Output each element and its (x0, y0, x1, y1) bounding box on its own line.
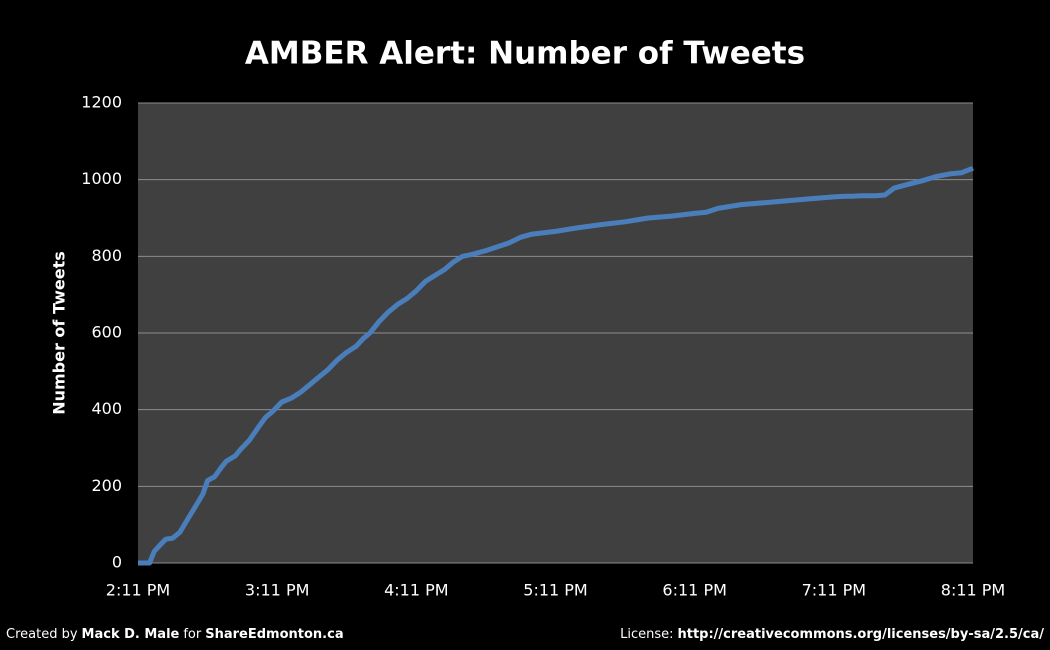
x-tick-label: 8:11 PM (941, 581, 1005, 600)
license: License: http://creativecommons.org/licen… (620, 627, 1044, 642)
credit: Created by Mack D. Male for ShareEdmonton.c… (6, 627, 348, 642)
y-tick-label: 1000 (81, 169, 122, 188)
y-tick-label: 800 (91, 246, 122, 265)
x-tick-label: 4:11 PM (384, 581, 448, 600)
credit-text: Created by (6, 627, 78, 642)
x-tick-label: 5:11 PM (523, 581, 587, 600)
y-axis-label: Number of Tweets (50, 251, 69, 415)
data-line (138, 165, 974, 566)
x-tick-label: 7:11 PM (802, 581, 866, 600)
author: Mack D. Male (81, 627, 180, 642)
y-tick-label: 200 (91, 476, 122, 495)
license-url: http://creativecommons.org/licenses/by-s… (677, 627, 1044, 642)
credit-text: for (183, 627, 202, 642)
y-tick-label: 400 (91, 399, 122, 418)
x-tick-label: 3:11 PM (245, 581, 309, 600)
y-tick-label: 0 (112, 553, 122, 572)
y-tick-label: 600 (91, 323, 122, 342)
license-text: License: (620, 627, 674, 642)
x-tick-label: 6:11 PM (662, 581, 726, 600)
x-tick-label: 2:11 PM (106, 581, 170, 600)
chart: AMBER Alert: Number of Tweets Number of … (50, 36, 1006, 600)
y-tick-label: 1200 (81, 93, 122, 112)
chart-title: AMBER Alert: Number of Tweets (245, 36, 805, 72)
site: ShareEdmonton.ca (205, 627, 344, 642)
